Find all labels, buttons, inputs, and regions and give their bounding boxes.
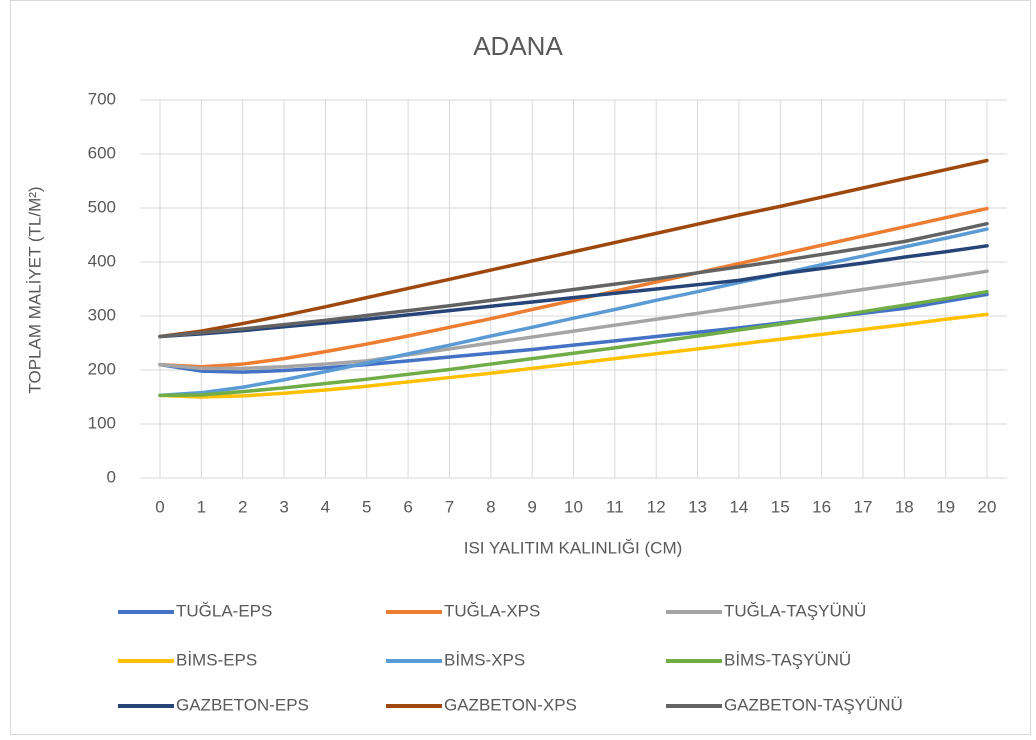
x-tick-label: 3 [279, 497, 288, 516]
x-tick-label: 10 [564, 497, 583, 516]
x-tick-label: 5 [362, 497, 371, 516]
y-tick-label: 700 [88, 89, 116, 108]
y-tick-label: 600 [88, 143, 116, 162]
y-tick-label: 0 [107, 467, 116, 486]
series-line [158, 227, 989, 398]
legend-label: GAZBETON-TAŞYÜNÜ [724, 695, 903, 714]
legend-label: BİMS-TAŞYÜNÜ [724, 650, 851, 669]
series-line [158, 206, 989, 369]
legend-label: GAZBETON-EPS [176, 695, 309, 714]
x-tick-label: 7 [445, 497, 454, 516]
series-line [158, 312, 989, 399]
x-tick-label: 15 [771, 497, 790, 516]
y-tick-label: 200 [88, 359, 116, 378]
series-line [158, 289, 989, 398]
series-line [158, 221, 989, 339]
y-tick-label: 500 [88, 197, 116, 216]
legend-label: BİMS-XPS [444, 650, 525, 669]
x-tick-label: 17 [853, 497, 872, 516]
y-tick-label: 300 [88, 305, 116, 324]
series-line [158, 269, 989, 371]
x-tick-label: 0 [155, 497, 164, 516]
chart-title: ADANA [473, 31, 563, 61]
series-line [158, 244, 989, 339]
y-tick-label: 100 [88, 413, 116, 432]
x-tick-label: 16 [812, 497, 831, 516]
x-tick-label: 9 [527, 497, 536, 516]
x-tick-label: 2 [238, 497, 247, 516]
y-tick-label: 400 [88, 251, 116, 270]
legend-label: BİMS-EPS [176, 650, 257, 669]
x-tick-label: 1 [197, 497, 206, 516]
legend-label: TUĞLA-TAŞYÜNÜ [724, 601, 866, 620]
series-line [158, 158, 989, 339]
x-axis-label: ISI YALITIM KALINLIĞI (CM) [464, 538, 683, 557]
x-tick-label: 11 [606, 497, 624, 516]
x-tick-label: 19 [936, 497, 955, 516]
x-tick-label: 12 [647, 497, 666, 516]
x-tick-label: 8 [486, 497, 495, 516]
legend-label: GAZBETON-XPS [444, 695, 577, 714]
chart-border [10, 0, 1031, 735]
x-tick-label: 13 [688, 497, 707, 516]
legend-label: TUĞLA-EPS [176, 601, 272, 620]
x-tick-label: 20 [978, 497, 997, 516]
x-tick-label: 14 [729, 497, 748, 516]
x-tick-label: 6 [403, 497, 412, 516]
legend-label: TUĞLA-XPS [444, 601, 540, 620]
y-axis-label: TOPLAM MALİYET (TL/M²) [25, 186, 44, 393]
x-tick-label: 4 [321, 497, 330, 516]
x-tick-label: 18 [895, 497, 914, 516]
